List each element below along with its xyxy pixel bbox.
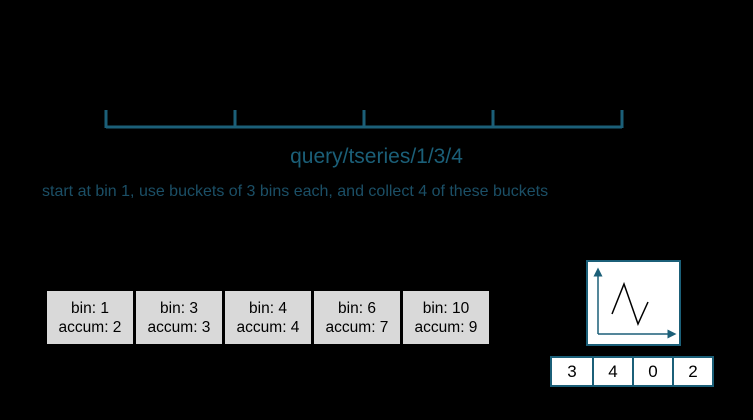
bin-number: bin: 10 — [422, 299, 470, 317]
query-description: start at bin 1, use buckets of 3 bins ea… — [42, 183, 549, 200]
result-cell: 2 — [672, 356, 714, 387]
bin-accum: accum: 2 — [58, 318, 122, 336]
bin-number: bin: 4 — [249, 299, 287, 317]
bin-box: bin: 3 accum: 3 — [136, 291, 222, 344]
result-array: 3 4 0 2 — [550, 356, 714, 387]
result-cell: 4 — [592, 356, 634, 387]
result-cell: 0 — [632, 356, 674, 387]
bin-list: bin: 1 accum: 2 bin: 3 accum: 3 bin: 4 a… — [47, 291, 489, 344]
bin-accum: accum: 9 — [414, 318, 478, 336]
timeline-ruler — [104, 110, 624, 129]
bin-number: bin: 3 — [160, 299, 198, 317]
bin-accum: accum: 7 — [325, 318, 389, 336]
bin-accum: accum: 4 — [236, 318, 300, 336]
mini-line-chart — [586, 260, 681, 346]
series-line — [611, 281, 649, 327]
line-chart-icon — [593, 267, 677, 339]
bin-accum: accum: 3 — [147, 318, 211, 336]
bin-box: bin: 1 accum: 2 — [47, 291, 133, 344]
query-label: query/tseries/1/3/4 — [290, 145, 463, 168]
bin-number: bin: 1 — [71, 299, 109, 317]
bin-box: bin: 4 accum: 4 — [225, 291, 311, 344]
bin-box: bin: 10 accum: 9 — [403, 291, 489, 344]
bin-box: bin: 6 accum: 7 — [314, 291, 400, 344]
result-cell: 3 — [550, 356, 594, 387]
bin-number: bin: 6 — [338, 299, 376, 317]
